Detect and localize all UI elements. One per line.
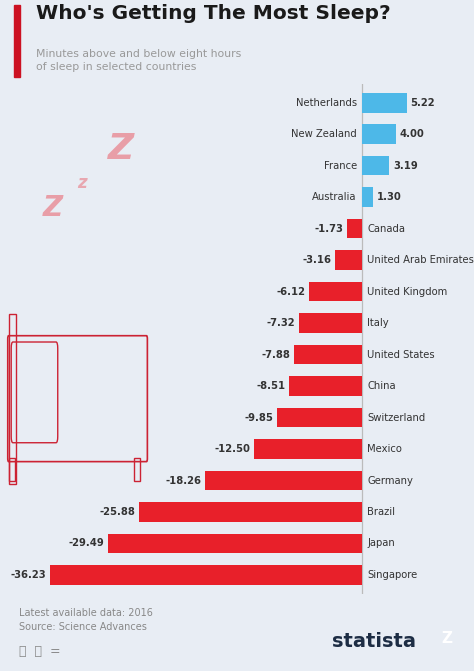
Text: Switzerland: Switzerland bbox=[367, 413, 425, 423]
Text: 4.00: 4.00 bbox=[400, 130, 425, 140]
Bar bbox=[9, 313, 17, 484]
Bar bbox=[108, 533, 362, 553]
Text: -36.23: -36.23 bbox=[10, 570, 46, 580]
Bar bbox=[362, 93, 407, 113]
Text: -9.85: -9.85 bbox=[245, 413, 273, 423]
Text: Mexico: Mexico bbox=[367, 444, 402, 454]
Text: -3.16: -3.16 bbox=[302, 255, 331, 265]
Text: United Arab Emirates: United Arab Emirates bbox=[367, 255, 474, 265]
Bar bbox=[254, 440, 362, 459]
Text: Italy: Italy bbox=[367, 318, 389, 328]
Bar bbox=[14, 5, 20, 77]
Bar bbox=[139, 502, 362, 522]
Text: Canada: Canada bbox=[367, 223, 405, 234]
Text: z: z bbox=[78, 174, 87, 192]
Text: Latest available data: 2016
Source: Science Advances: Latest available data: 2016 Source: Scie… bbox=[19, 608, 153, 631]
Text: -25.88: -25.88 bbox=[100, 507, 136, 517]
Bar bbox=[277, 408, 362, 427]
Text: Z: Z bbox=[43, 194, 63, 222]
Text: Netherlands: Netherlands bbox=[296, 98, 357, 108]
Text: Z: Z bbox=[441, 631, 452, 646]
Bar bbox=[335, 250, 362, 270]
Text: Japan: Japan bbox=[367, 538, 395, 548]
Bar bbox=[134, 458, 140, 480]
Text: -29.49: -29.49 bbox=[69, 538, 104, 548]
Bar bbox=[299, 313, 362, 333]
Text: 5.22: 5.22 bbox=[410, 98, 435, 108]
Text: New Zealand: New Zealand bbox=[291, 130, 357, 140]
Text: 3.19: 3.19 bbox=[393, 161, 418, 170]
Bar bbox=[294, 345, 362, 364]
Text: -7.88: -7.88 bbox=[262, 350, 291, 360]
Bar bbox=[362, 156, 390, 176]
Text: Germany: Germany bbox=[367, 476, 413, 486]
Text: 1.30: 1.30 bbox=[377, 192, 401, 202]
Bar bbox=[362, 125, 396, 144]
Text: Brazil: Brazil bbox=[367, 507, 395, 517]
Text: United Kingdom: United Kingdom bbox=[367, 287, 447, 297]
Text: Singapore: Singapore bbox=[367, 570, 418, 580]
Text: Who's Getting The Most Sleep?: Who's Getting The Most Sleep? bbox=[36, 4, 390, 23]
Text: -8.51: -8.51 bbox=[256, 381, 285, 391]
Text: -12.50: -12.50 bbox=[215, 444, 251, 454]
Text: China: China bbox=[367, 381, 396, 391]
Bar bbox=[50, 565, 362, 584]
Text: -6.12: -6.12 bbox=[277, 287, 306, 297]
Text: Minutes above and below eight hours
of sleep in selected countries: Minutes above and below eight hours of s… bbox=[36, 49, 241, 72]
Text: -1.73: -1.73 bbox=[315, 223, 344, 234]
Text: France: France bbox=[324, 161, 357, 170]
Text: ⓒ  ⓘ  =: ⓒ ⓘ = bbox=[19, 646, 61, 658]
Bar bbox=[9, 458, 15, 480]
Text: statista: statista bbox=[332, 632, 416, 651]
Text: Australia: Australia bbox=[312, 192, 357, 202]
Bar bbox=[289, 376, 362, 396]
Bar bbox=[347, 219, 362, 238]
Bar bbox=[362, 187, 373, 207]
Text: Z: Z bbox=[108, 132, 134, 166]
Text: -18.26: -18.26 bbox=[165, 476, 201, 486]
Bar bbox=[205, 471, 362, 491]
Text: United States: United States bbox=[367, 350, 435, 360]
Bar bbox=[309, 282, 362, 301]
Text: -7.32: -7.32 bbox=[267, 318, 295, 328]
